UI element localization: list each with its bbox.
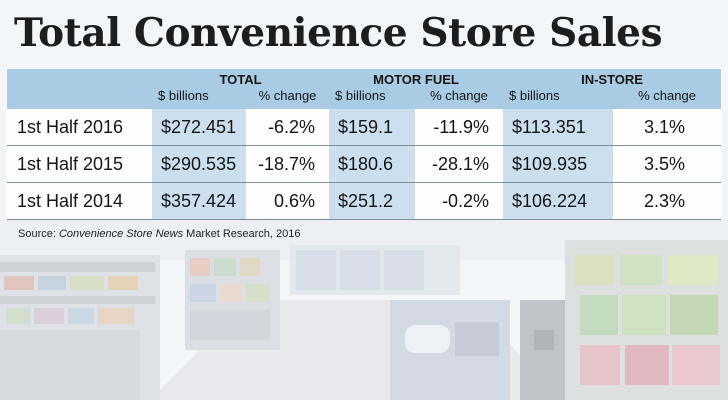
col-header-fuel-change: % change xyxy=(415,88,504,109)
cell-fuel-change: -11.9% xyxy=(415,109,504,146)
row-label: 1st Half 2015 xyxy=(7,145,152,183)
cell-instore-billions: $106.224 xyxy=(503,182,614,220)
cell-fuel-billions: $251.2 xyxy=(329,182,415,220)
table-row: 1st Half 2015 $290.535 -18.7% $180.6 -28… xyxy=(7,145,722,183)
page-title: Total Convenience Store Sales xyxy=(14,10,663,56)
cell-fuel-billions: $159.1 xyxy=(329,109,415,146)
group-header-motor-fuel: MOTOR FUEL xyxy=(329,69,504,88)
source-suffix: Market Research, 2016 xyxy=(183,228,301,240)
cell-instore-billions: $113.351 xyxy=(503,109,614,146)
cell-fuel-change: -28.1% xyxy=(415,145,504,183)
cell-total-change: -6.2% xyxy=(246,109,329,146)
cell-instore-change: 2.3% xyxy=(613,182,722,220)
source-note: Source: Convenience Store News Market Re… xyxy=(18,228,300,240)
cell-total-billions: $357.424 xyxy=(152,182,246,220)
group-header-row: TOTAL MOTOR FUEL IN-STORE xyxy=(7,69,722,88)
table-row: 1st Half 2016 $272.451 -6.2% $159.1 -11.… xyxy=(7,109,722,146)
cell-total-billions: $272.451 xyxy=(152,109,246,146)
sales-table: TOTAL MOTOR FUEL IN-STORE $ billions % c… xyxy=(7,69,722,220)
cell-fuel-billions: $180.6 xyxy=(329,145,415,183)
source-prefix: Source: xyxy=(18,228,59,240)
corner-subheader xyxy=(7,88,152,109)
col-header-instore-change: % change xyxy=(613,88,722,109)
cell-total-change: 0.6% xyxy=(246,182,329,220)
table-row: 1st Half 2014 $357.424 0.6% $251.2 -0.2%… xyxy=(7,182,722,220)
col-header-total-billions: $ billions xyxy=(152,88,246,109)
cell-total-billions: $290.535 xyxy=(152,145,246,183)
cell-instore-change: 3.5% xyxy=(613,145,722,183)
cell-instore-billions: $109.935 xyxy=(503,145,614,183)
group-header-total: TOTAL xyxy=(152,69,329,88)
row-label: 1st Half 2016 xyxy=(7,109,152,146)
sub-header-row: $ billions % change $ billions % change … xyxy=(7,88,722,109)
cell-instore-change: 3.1% xyxy=(613,109,722,146)
group-header-in-store: IN-STORE xyxy=(503,69,722,88)
col-header-instore-billions: $ billions xyxy=(503,88,614,109)
row-label: 1st Half 2014 xyxy=(7,182,152,220)
corner-header xyxy=(7,69,152,88)
source-publication: Convenience Store News xyxy=(58,228,184,240)
col-header-total-change: % change xyxy=(246,88,329,109)
col-header-fuel-billions: $ billions xyxy=(329,88,415,109)
cell-total-change: -18.7% xyxy=(246,145,329,183)
cell-fuel-change: -0.2% xyxy=(415,182,504,220)
